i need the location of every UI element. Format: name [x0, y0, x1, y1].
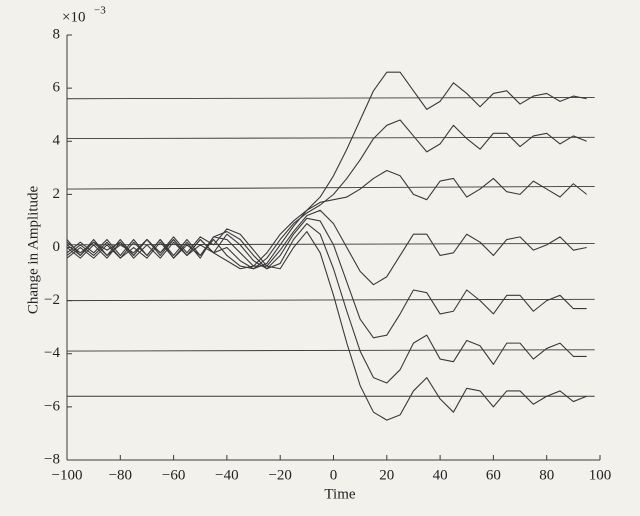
x-tick-label: 0 — [330, 467, 338, 483]
series-line — [66, 217, 587, 339]
x-axis-label: Time — [324, 486, 355, 502]
x-tick-label: −80 — [109, 467, 132, 483]
y-tick-label: −8 — [44, 451, 60, 467]
series-line — [66, 228, 587, 421]
level-line — [66, 185, 595, 190]
y-tick-label: −6 — [44, 398, 60, 414]
level-line — [66, 349, 595, 352]
x-tick-label: −20 — [268, 467, 291, 483]
x-tick-label: −40 — [215, 467, 238, 483]
level-line — [66, 243, 595, 246]
y-tick-label: 2 — [53, 186, 61, 202]
y-tick-label: 4 — [53, 133, 61, 149]
y-tick-label: 0 — [53, 239, 61, 255]
series-line — [66, 223, 587, 384]
level-line — [66, 298, 595, 302]
x-tick-label: 80 — [539, 467, 554, 483]
level-line — [66, 136, 595, 140]
x-tick-label: −100 — [52, 467, 83, 483]
x-tick-label: 20 — [379, 467, 394, 483]
series-line — [66, 209, 587, 286]
multiplier-base: ×10 — [62, 9, 85, 25]
x-tick-label: 60 — [486, 467, 501, 483]
multiplier-exponent: −3 — [94, 5, 106, 17]
y-tick-label: 8 — [53, 26, 61, 42]
x-tick-label: −60 — [162, 467, 185, 483]
y-tick-label: 6 — [53, 80, 61, 96]
y-tick-label: −2 — [44, 292, 60, 308]
y-axis-label: Change in Amplitude — [25, 186, 41, 315]
x-tick-label: 100 — [589, 467, 612, 483]
level-line — [66, 96, 595, 100]
x-tick-label: 40 — [433, 467, 448, 483]
y-tick-label: −4 — [44, 345, 60, 361]
